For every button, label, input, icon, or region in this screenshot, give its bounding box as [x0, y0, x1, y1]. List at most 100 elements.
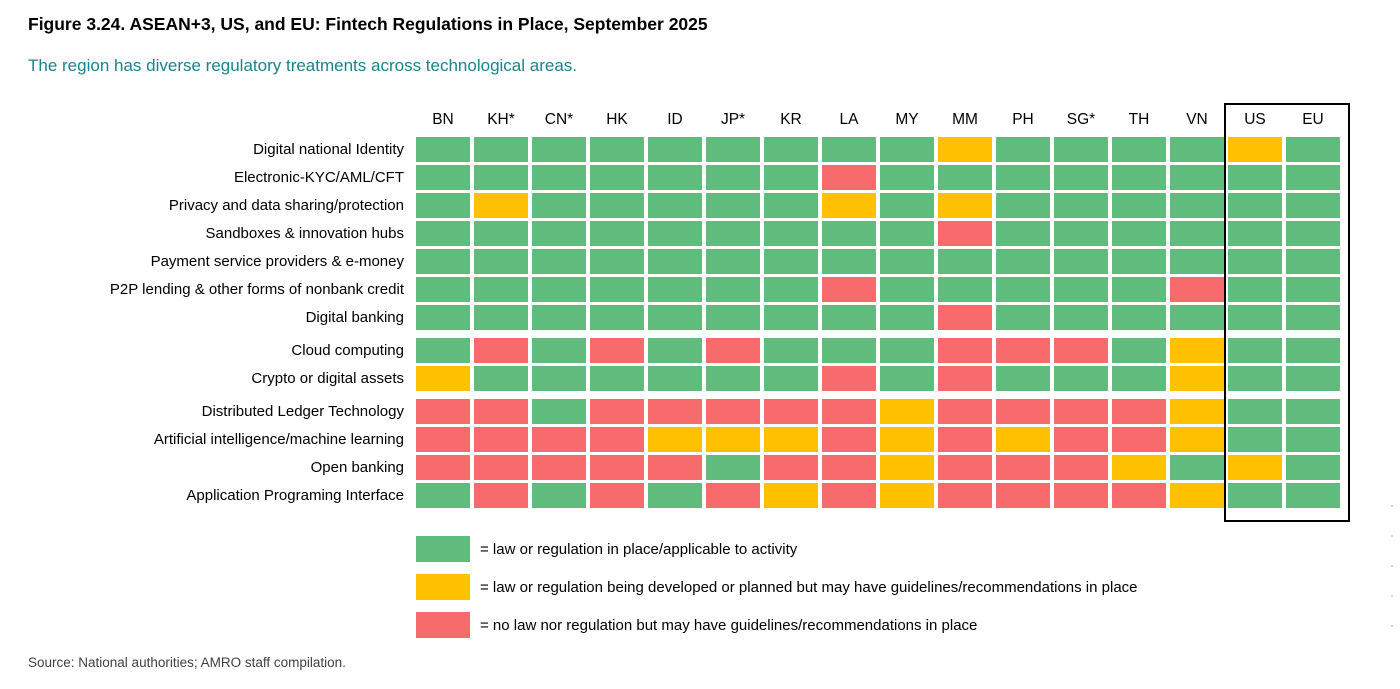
row-label: Application Programing Interface: [186, 487, 404, 504]
heatmap-cell-TH: [1112, 338, 1166, 363]
heatmap-cell-MM: [938, 249, 992, 274]
heatmap-cell-VN: [1170, 221, 1224, 246]
heatmap-cell-KH: [474, 305, 528, 330]
heatmap-row: Payment service providers & e-money: [0, 249, 1400, 274]
heatmap-cell-KR: [764, 427, 818, 452]
heatmap-cell-MY: [880, 366, 934, 391]
heatmap-cell-MY: [880, 193, 934, 218]
heatmap-cell-KH: [474, 366, 528, 391]
heatmap-cell-KR: [764, 399, 818, 424]
heatmap-cell-MY: [880, 165, 934, 190]
heatmap-cell-JP: [706, 137, 760, 162]
heatmap-cell-MM: [938, 193, 992, 218]
heatmap-cell-MM: [938, 221, 992, 246]
heatmap-cell-VN: [1170, 277, 1224, 302]
row-label: Sandboxes & innovation hubs: [205, 225, 404, 242]
heatmap-cell-BN: [416, 483, 470, 508]
heatmap-cell-KR: [764, 193, 818, 218]
heatmap-cell-BN: [416, 221, 470, 246]
heatmap-cell-LA: [822, 338, 876, 363]
heatmap-cell-KR: [764, 455, 818, 480]
heatmap-cell-LA: [822, 137, 876, 162]
heatmap-cell-LA: [822, 399, 876, 424]
heatmap-cell-EU: [1286, 483, 1340, 508]
heatmap-cell-KH: [474, 427, 528, 452]
heatmap-cell-JP: [706, 427, 760, 452]
heatmap-cell-JP: [706, 455, 760, 480]
column-header-row: BN KH* CN* HK ID JP* KR LA MY MM PH SG* TH VN US EU: [0, 105, 1400, 135]
heatmap-cell-MY: [880, 137, 934, 162]
heatmap-cell-VN: [1170, 399, 1224, 424]
heatmap-cell-MY: [880, 249, 934, 274]
heatmap-cell-BN: [416, 193, 470, 218]
heatmap-cell-US: [1228, 277, 1282, 302]
heatmap-cell-ID: [648, 399, 702, 424]
heatmap-cell-KR: [764, 137, 818, 162]
legend-label: = no law nor regulation but may have gui…: [480, 616, 978, 634]
heatmap-cell-LA: [822, 277, 876, 302]
heatmap-cell-CN: [532, 193, 586, 218]
heatmap-cell-SG: [1054, 427, 1108, 452]
column-header-MY: MY: [895, 111, 919, 128]
heatmap-cell-US: [1228, 165, 1282, 190]
heatmap-cell-TH: [1112, 221, 1166, 246]
heatmap-cell-CN: [532, 338, 586, 363]
column-header-US: US: [1244, 111, 1266, 128]
heatmap-cell-LA: [822, 193, 876, 218]
heatmap-cell-EU: [1286, 137, 1340, 162]
heatmap-cell-US: [1228, 249, 1282, 274]
heatmap-cell-LA: [822, 427, 876, 452]
heatmap-cell-KR: [764, 277, 818, 302]
heatmap-cell-CN: [532, 366, 586, 391]
heatmap-cell-US: [1228, 366, 1282, 391]
heatmap-cell-TH: [1112, 455, 1166, 480]
heatmap-cell-SG: [1054, 277, 1108, 302]
heatmap-cell-JP: [706, 193, 760, 218]
heatmap-cell-VN: [1170, 483, 1224, 508]
heatmap-cell-CN: [532, 277, 586, 302]
legend-item: = law or regulation in place/applicable …: [416, 536, 1138, 562]
heatmap-cell-JP: [706, 399, 760, 424]
heatmap-cell-MM: [938, 338, 992, 363]
column-header-KR: KR: [780, 111, 802, 128]
heatmap-cell-HK: [590, 399, 644, 424]
heatmap-cell-KR: [764, 483, 818, 508]
column-header-VN: VN: [1186, 111, 1208, 128]
heatmap-cell-US: [1228, 427, 1282, 452]
heatmap-cell-VN: [1170, 455, 1224, 480]
heatmap-cell-TH: [1112, 366, 1166, 391]
heatmap-cell-SG: [1054, 455, 1108, 480]
column-header-EU: EU: [1302, 111, 1324, 128]
heatmap-cell-MY: [880, 277, 934, 302]
heatmap-cell-EU: [1286, 455, 1340, 480]
column-header-PH: PH: [1012, 111, 1034, 128]
row-label: Digital national Identity: [253, 141, 404, 158]
heatmap-cell-KH: [474, 165, 528, 190]
column-header-TH: TH: [1128, 111, 1150, 128]
row-label: Digital banking: [305, 309, 404, 326]
heatmap-cell-US: [1228, 483, 1282, 508]
heatmap-cell-US: [1228, 137, 1282, 162]
heatmap-cell-TH: [1112, 165, 1166, 190]
row-label: Privacy and data sharing/protection: [168, 197, 404, 214]
heatmap-cell-JP: [706, 366, 760, 391]
heatmap-cell-HK: [590, 277, 644, 302]
page-edge-dots-decoration: [1391, 505, 1393, 655]
heatmap-cell-HK: [590, 483, 644, 508]
heatmap-cell-PH: [996, 221, 1050, 246]
heatmap-cell-VN: [1170, 137, 1224, 162]
heatmap-cell-TH: [1112, 399, 1166, 424]
heatmap-cell-SG: [1054, 221, 1108, 246]
heatmap-cell-CN: [532, 249, 586, 274]
legend-label: = law or regulation in place/applicable …: [480, 540, 798, 558]
legend-label: = law or regulation being developed or p…: [480, 578, 1138, 596]
column-header-MM: MM: [952, 111, 978, 128]
heatmap-cell-ID: [648, 221, 702, 246]
heatmap-matrix: BN KH* CN* HK ID JP* KR LA MY MM PH SG* TH VN US EU Dig…: [0, 103, 1400, 522]
heatmap-cell-LA: [822, 455, 876, 480]
heatmap-cell-ID: [648, 165, 702, 190]
heatmap-cell-BN: [416, 277, 470, 302]
heatmap-cell-VN: [1170, 249, 1224, 274]
heatmap-cell-PH: [996, 277, 1050, 302]
